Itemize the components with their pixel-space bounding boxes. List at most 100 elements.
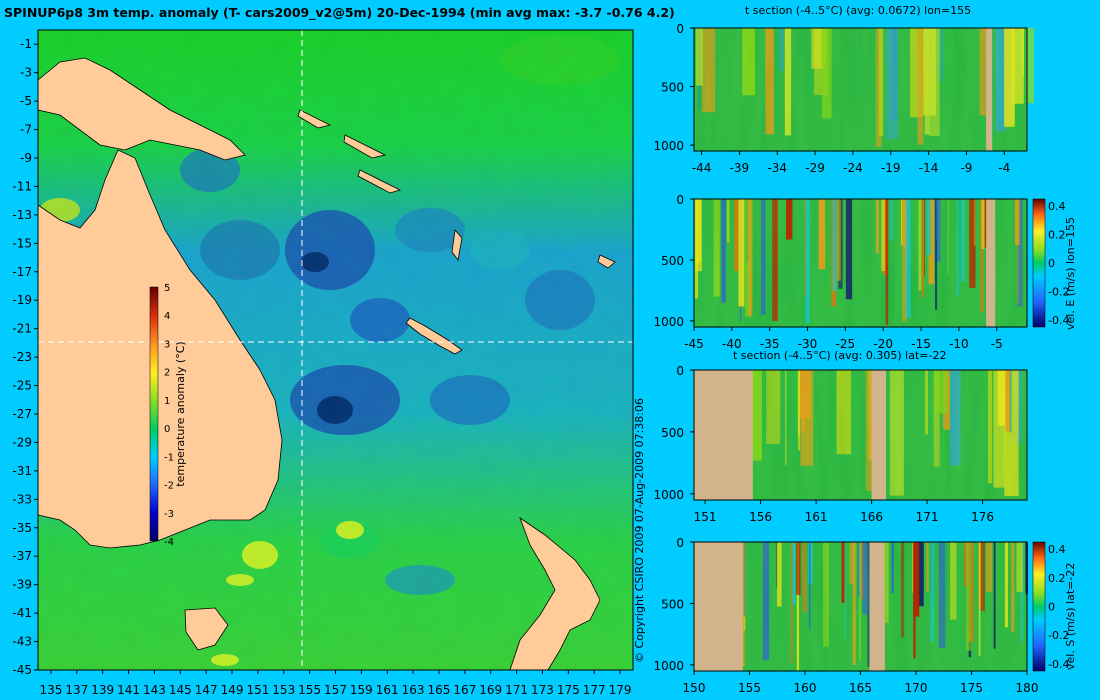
main-title: SPINUP6p8 3m temp. anomaly (T- cars2009_… [4, 5, 675, 20]
section-noise [694, 28, 1027, 151]
section-land [871, 370, 887, 500]
map-y-tick-label: -15 [12, 236, 32, 250]
map-y-tick-label: -5 [20, 94, 32, 108]
section-frame [693, 369, 1028, 501]
map-x-tick-label: 155 [298, 683, 321, 697]
section-land [694, 370, 753, 500]
section-noise [694, 199, 1027, 327]
map-figure: 135 137 139 141 143 145 147 149 151 153 155 157 159 1… [12, 29, 634, 697]
map-y-tick-label: -25 [12, 379, 32, 393]
section-x-tick-label: -15 [911, 337, 931, 351]
section-panel-3: 151 156 161 166 171 176 0 500 1000 [653, 364, 1028, 524]
map-x-tick-label: 143 [143, 683, 166, 697]
map-colorbar-tick-label: -2 [164, 481, 174, 492]
map-x-tick-label: 169 [479, 683, 502, 697]
section-y-tick-label: 0 [676, 193, 684, 207]
section-x-tick-label: -24 [843, 161, 863, 175]
map-x-tick-label: 159 [350, 683, 373, 697]
map-x-axis: 135 137 139 141 143 145 147 149 151 153 155 157 159 1… [39, 670, 632, 697]
section-frame [693, 27, 1028, 152]
map-y-tick-label: -17 [12, 265, 32, 279]
map-y-tick-label: -33 [12, 492, 32, 506]
map-x-tick-label: 153 [272, 683, 295, 697]
map-x-tick-label: 149 [221, 683, 244, 697]
section-x-tick-label: -10 [949, 337, 969, 351]
section-colorbar [1032, 541, 1046, 672]
map-x-tick-label: 171 [505, 683, 528, 697]
section4-colorbar-label: vel. S (m/s) lat=-22 [1064, 562, 1077, 670]
section-y-tick-label: 500 [661, 81, 684, 95]
section3-title: t section (-4..5°C) (avg: 0.305) lat=-22 [733, 349, 947, 362]
section-y-tick-label: 0 [676, 536, 684, 550]
section-y-tick-label: 500 [661, 426, 684, 440]
map-colorbar: 5 4 3 2 1 0 -1 -2 -3 -4 temperature anomaly (°C) [149, 283, 187, 548]
section-colorbar-tick-label: 0.2 [1048, 229, 1066, 242]
map-colorbar-tick-label: 1 [164, 396, 170, 407]
map-x-tick-label: 175 [557, 683, 580, 697]
map-y-tick-label: -9 [20, 151, 32, 165]
map-y-tick-label: -27 [12, 407, 32, 421]
section-x-tick-label: -45 [684, 337, 704, 351]
section1-title: t section (-4..5°C) (avg: 0.0672) lon=15… [745, 4, 972, 17]
map-x-tick-label: 179 [609, 683, 632, 697]
section-y-tick-label: 0 [676, 22, 684, 36]
map-y-tick-label: -31 [12, 464, 32, 478]
map-y-tick-label: -21 [12, 322, 32, 336]
map-x-tick-label: 177 [583, 683, 606, 697]
section2-colorbar-label: vel. E (m/s) lon=155 [1064, 217, 1077, 330]
section-panel-4: 150 155 160 165 170 175 180 0 500 1000 0.4 0.2 0 -0.2… [653, 536, 1069, 695]
map-y-tick-label: -37 [12, 549, 32, 563]
section-x-tick-label: -35 [760, 337, 780, 351]
section-colorbar-tick-label: 0.4 [1048, 200, 1066, 213]
map-x-tick-label: 165 [428, 683, 451, 697]
map-colorbar-tick-label: 0 [164, 424, 170, 435]
section-x-tick-label: 165 [849, 681, 872, 695]
map-y-tick-label: -39 [12, 578, 32, 592]
section-colorbar [1032, 198, 1046, 328]
map-y-tick-label: -7 [20, 123, 32, 137]
map-colorbar-tick-label: 2 [164, 368, 170, 379]
map-y-tick-label: -1 [20, 37, 32, 51]
section-x-tick-label: -9 [960, 161, 972, 175]
section-x-tick-label: 171 [916, 510, 939, 524]
section-x-tick-label: -5 [991, 337, 1003, 351]
map-x-tick-label: 135 [39, 683, 62, 697]
section-land [869, 542, 885, 671]
section-colorbar-tick-label: -0.4 [1048, 658, 1069, 671]
section-land [694, 542, 743, 671]
section-x-tick-label: -34 [767, 161, 787, 175]
section-y-tick-label: 1000 [653, 659, 684, 673]
map-x-tick-label: 161 [376, 683, 399, 697]
map-x-tick-label: 157 [324, 683, 347, 697]
section-panel-1: -44 -39 -34 -29 -24 -19 -14 -9 -4 0 500 1000 [653, 22, 1034, 175]
section-colorbar-tick-label: -0.4 [1048, 314, 1069, 327]
section-noise [694, 542, 1027, 671]
section-x-tick-label: -40 [722, 337, 742, 351]
section-x-tick-label: 155 [738, 681, 761, 695]
section-land [986, 28, 993, 151]
section-colorbar-tick-label: -0.2 [1048, 629, 1069, 642]
section-colorbar-tick-label: 0.2 [1048, 572, 1066, 585]
map-x-tick-label: 167 [453, 683, 476, 697]
section-x-tick-label: -44 [692, 161, 712, 175]
section-x-tick-label: 170 [905, 681, 928, 695]
section-panel-2: -45 -40 -35 -30 -25 -20 -15 -10 -5 0 500 1000 0.4 0.2… [653, 193, 1069, 351]
map-x-tick-label: 173 [531, 683, 554, 697]
map-x-tick-label: 163 [402, 683, 425, 697]
map-colorbar-tick-label: -3 [164, 509, 174, 520]
map-land [37, 57, 616, 671]
section-y-tick-label: 1000 [653, 315, 684, 329]
map-colorbar-tick-label: 4 [164, 311, 170, 322]
map-y-tick-label: -19 [12, 293, 32, 307]
section-colorbar-tick-label: 0.4 [1048, 543, 1066, 556]
section-x-tick-label: 175 [960, 681, 983, 695]
map-colorbar-label: temperature anomaly (°C) [174, 341, 187, 486]
section-colorbar-tick-label: 0 [1048, 257, 1055, 270]
section-x-tick-label: 151 [694, 510, 717, 524]
section-frame [693, 198, 1028, 328]
section-colorbar-tick-label: 0 [1048, 601, 1055, 614]
section-x-tick-label: -29 [805, 161, 825, 175]
map-y-tick-label: -29 [12, 435, 32, 449]
map-y-tick-label: -23 [12, 350, 32, 364]
